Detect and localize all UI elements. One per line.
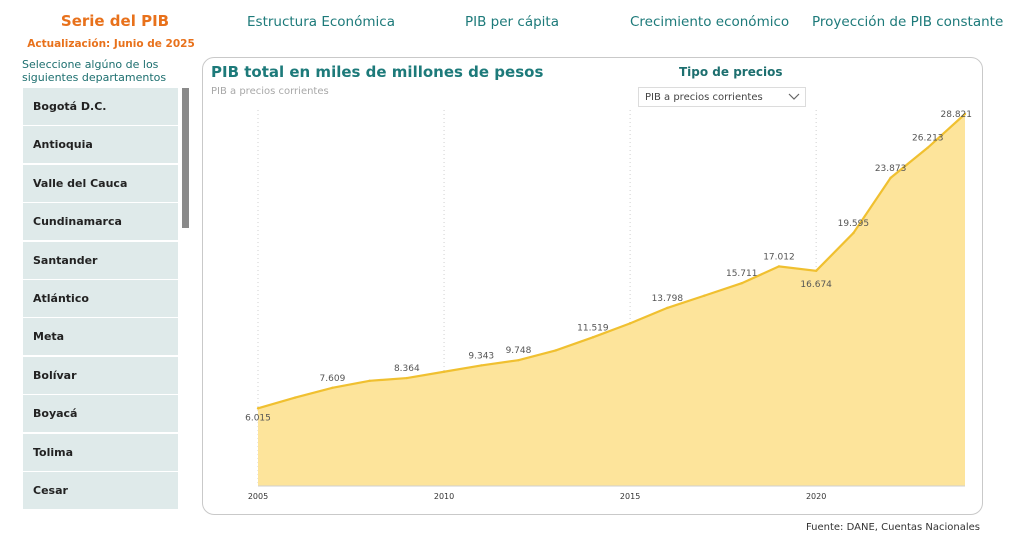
update-date: Actualización: Junio de 2025 — [27, 38, 195, 50]
data-point[interactable] — [628, 322, 632, 325]
price-type-dropdown[interactable]: PIB a precios corrientes — [638, 87, 806, 107]
department-item[interactable]: Atlántico — [23, 279, 178, 317]
department-item[interactable]: Valle del Cauca — [23, 164, 178, 202]
tab-crecimiento-economico[interactable]: Crecimiento económico — [630, 14, 790, 30]
data-label: 19.595 — [838, 219, 870, 229]
data-label: 13.798 — [652, 294, 684, 304]
app-title: Serie del PIB — [60, 12, 170, 30]
data-label: 28.821 — [941, 110, 973, 120]
tab-pib-per-capita[interactable]: PIB per cápita — [465, 14, 559, 30]
tab-estructura-economica[interactable]: Estructura Económica — [247, 14, 395, 30]
x-tick-label: 2005 — [248, 492, 268, 501]
data-point[interactable] — [256, 407, 260, 410]
data-point[interactable] — [740, 282, 743, 285]
x-tick-label: 2010 — [434, 492, 454, 501]
data-point[interactable] — [368, 379, 371, 383]
scrollbar-thumb[interactable] — [182, 88, 189, 228]
data-label: 6.015 — [245, 413, 271, 423]
department-item[interactable]: Bogotá D.C. — [23, 88, 178, 125]
data-point[interactable] — [889, 176, 892, 180]
department-heading: Seleccione algúno de los siguientes depa… — [22, 58, 167, 84]
department-item[interactable]: Bolívar — [23, 356, 178, 394]
data-point[interactable] — [331, 386, 334, 389]
chart-title: PIB total en miles de millones de pesos — [211, 63, 544, 81]
pib-area — [258, 114, 965, 486]
department-item[interactable]: Antioquia — [23, 126, 178, 164]
data-point[interactable] — [963, 112, 967, 116]
data-point[interactable] — [405, 376, 409, 380]
data-label: 11.519 — [577, 323, 609, 333]
data-point[interactable] — [480, 364, 483, 367]
data-label: 26.213 — [912, 134, 944, 144]
x-tick-label: 2020 — [806, 492, 826, 501]
data-point[interactable] — [703, 294, 706, 297]
data-point[interactable] — [554, 349, 557, 352]
data-point[interactable] — [926, 146, 929, 149]
department-item[interactable]: Cundinamarca — [23, 203, 178, 241]
pib-line — [257, 113, 966, 410]
data-label: 15.711 — [726, 269, 758, 279]
data-label: 17.012 — [763, 252, 795, 262]
chart-subtitle: PIB a precios corrientes — [211, 86, 329, 97]
data-point[interactable] — [666, 306, 669, 310]
data-label: 8.364 — [394, 364, 420, 374]
department-list: Bogotá D.C. Antioquia Valle del Cauca Cu… — [23, 88, 178, 510]
department-scrollbar[interactable] — [182, 88, 189, 509]
data-label: 16.674 — [800, 280, 832, 290]
price-type-selected: PIB a precios corrientes — [645, 92, 763, 103]
price-type-label: Tipo de precios — [679, 65, 783, 79]
source-note: Fuente: DANE, Cuentas Nacionales — [805, 522, 980, 533]
data-point[interactable] — [294, 396, 297, 399]
x-tick-label: 2015 — [620, 492, 640, 501]
department-item[interactable]: Tolima — [23, 433, 178, 471]
data-point[interactable] — [777, 265, 781, 268]
department-item[interactable]: Meta — [23, 318, 178, 356]
data-point[interactable] — [591, 336, 595, 339]
data-point[interactable] — [517, 358, 520, 362]
data-point[interactable] — [814, 269, 818, 272]
department-item[interactable]: Boyacá — [23, 395, 178, 433]
data-point[interactable] — [852, 231, 855, 235]
data-label: 9.343 — [468, 351, 494, 361]
department-item[interactable]: Santander — [23, 241, 178, 279]
chevron-down-icon — [788, 91, 800, 104]
data-label: 9.748 — [506, 346, 532, 356]
department-item[interactable]: Cesar — [23, 471, 178, 509]
data-label: 23.873 — [875, 164, 907, 174]
data-label: 7.609 — [320, 374, 346, 384]
tab-proyeccion-pib[interactable]: Proyección de PIB constante — [812, 14, 1004, 30]
data-point[interactable] — [442, 370, 446, 373]
